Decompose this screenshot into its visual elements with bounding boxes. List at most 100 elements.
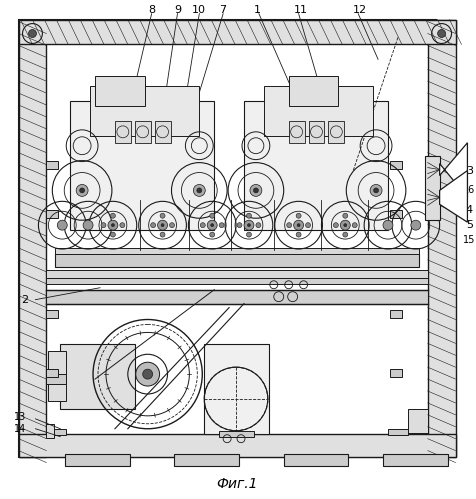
Text: 5: 5	[466, 220, 473, 230]
Bar	[383, 454, 447, 467]
Bar	[19, 434, 456, 457]
Circle shape	[110, 213, 115, 218]
Circle shape	[29, 29, 37, 37]
Bar	[49, 351, 66, 401]
Circle shape	[83, 220, 93, 230]
Bar	[264, 86, 373, 136]
Bar	[155, 121, 170, 143]
Text: 10: 10	[192, 4, 206, 14]
Circle shape	[136, 362, 159, 386]
Circle shape	[193, 185, 205, 197]
Circle shape	[143, 369, 153, 379]
Circle shape	[344, 224, 347, 227]
Circle shape	[296, 213, 301, 218]
Circle shape	[333, 223, 338, 228]
Circle shape	[150, 223, 156, 228]
Polygon shape	[440, 143, 467, 198]
Text: 14: 14	[14, 424, 27, 434]
Bar	[428, 19, 456, 457]
Bar	[90, 86, 199, 136]
Circle shape	[219, 223, 224, 228]
Circle shape	[210, 213, 215, 218]
Circle shape	[101, 223, 106, 228]
Bar	[46, 290, 428, 303]
Circle shape	[207, 220, 217, 230]
Text: 7: 7	[219, 4, 227, 14]
Text: 3: 3	[466, 166, 473, 176]
Circle shape	[297, 224, 300, 227]
Circle shape	[374, 188, 378, 193]
Bar	[204, 344, 269, 434]
Bar	[46, 270, 428, 278]
Text: 2: 2	[21, 294, 28, 305]
Bar	[46, 278, 428, 284]
Text: Фиг.1: Фиг.1	[216, 478, 258, 492]
Text: 16: 16	[463, 186, 476, 196]
Bar	[244, 101, 388, 230]
Circle shape	[210, 232, 215, 237]
Bar	[175, 454, 239, 467]
Circle shape	[111, 224, 114, 227]
Text: 9: 9	[174, 4, 181, 14]
Text: 13: 13	[14, 412, 27, 422]
Polygon shape	[440, 171, 467, 222]
Bar	[308, 121, 325, 143]
Bar	[46, 369, 58, 377]
Bar	[46, 429, 66, 435]
Circle shape	[247, 232, 251, 237]
Bar	[408, 409, 428, 433]
Bar	[95, 76, 145, 106]
Bar	[390, 210, 402, 218]
Circle shape	[57, 220, 67, 230]
Bar	[288, 121, 305, 143]
Bar	[46, 161, 58, 169]
Circle shape	[287, 223, 292, 228]
Circle shape	[352, 223, 357, 228]
Circle shape	[247, 213, 251, 218]
Circle shape	[211, 224, 214, 227]
Circle shape	[296, 232, 301, 237]
Text: 11: 11	[294, 4, 307, 14]
Circle shape	[370, 185, 382, 197]
Bar	[46, 44, 428, 434]
Circle shape	[306, 223, 310, 228]
Circle shape	[197, 188, 202, 193]
Bar	[46, 374, 66, 384]
Bar	[65, 454, 130, 467]
Bar	[428, 156, 430, 220]
Circle shape	[411, 220, 421, 230]
Bar	[46, 210, 58, 218]
Bar	[284, 454, 348, 467]
Circle shape	[437, 29, 446, 37]
Bar	[390, 369, 402, 377]
Bar	[288, 76, 338, 106]
Bar	[390, 161, 402, 169]
Text: 15: 15	[463, 235, 476, 245]
Circle shape	[248, 224, 250, 227]
Circle shape	[158, 220, 168, 230]
Circle shape	[250, 185, 262, 197]
Bar	[135, 121, 150, 143]
Circle shape	[237, 223, 242, 228]
Bar	[328, 121, 344, 143]
Bar	[388, 429, 408, 435]
Circle shape	[79, 188, 85, 193]
Circle shape	[256, 223, 261, 228]
Circle shape	[120, 223, 125, 228]
Bar	[60, 344, 135, 409]
Bar	[219, 431, 254, 437]
Text: 12: 12	[353, 4, 367, 14]
Bar	[55, 253, 419, 267]
Circle shape	[161, 224, 164, 227]
Bar	[390, 309, 402, 317]
Circle shape	[294, 220, 304, 230]
Circle shape	[343, 213, 348, 218]
Circle shape	[110, 232, 115, 237]
Text: 4: 4	[466, 205, 473, 215]
Circle shape	[253, 188, 258, 193]
Text: 1: 1	[253, 4, 260, 14]
Circle shape	[108, 220, 118, 230]
Bar	[70, 101, 214, 230]
Bar	[46, 309, 58, 317]
Circle shape	[343, 232, 348, 237]
